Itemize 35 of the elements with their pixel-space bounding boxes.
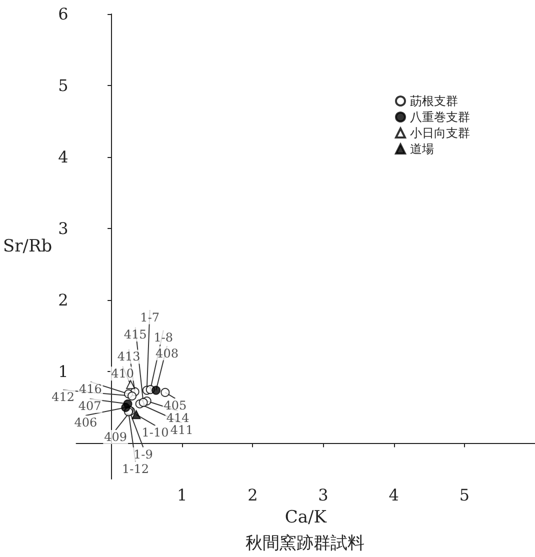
annotation: 416 xyxy=(79,382,102,396)
annotation: 1-10 xyxy=(142,426,169,440)
y-axis-title: Sr/Rb xyxy=(2,236,52,256)
annotation: 409 xyxy=(104,430,128,444)
legend-label: 莇根支群 xyxy=(410,94,458,108)
y-tick-label: 4 xyxy=(58,148,68,167)
annotation: 412 xyxy=(52,390,74,404)
annotation: 1-9 xyxy=(134,447,153,462)
annotation: 415 xyxy=(124,327,147,342)
annotation: 408 xyxy=(156,346,178,360)
y-tick-label: 6 xyxy=(58,4,68,24)
x-tick-label: 4 xyxy=(388,486,399,504)
x-tick-label: 2 xyxy=(248,486,258,504)
x-axis-title: Ca/K xyxy=(284,508,327,528)
x-tick-label: 1 xyxy=(177,486,188,504)
annotation: 1-12 xyxy=(122,462,149,476)
annotation: 413 xyxy=(117,350,140,364)
text: 秋間窯跡群試料 xyxy=(246,534,364,554)
annotation: 414 xyxy=(166,411,190,426)
y-tick-label: 3 xyxy=(58,219,68,238)
annotation: 405 xyxy=(164,398,187,412)
y-tick-label: 2 xyxy=(58,290,68,310)
annotation: 410 xyxy=(111,366,134,381)
annotation: 406 xyxy=(74,415,98,430)
x-tick-label: 3 xyxy=(318,486,328,504)
annotation: 1-8 xyxy=(154,330,174,345)
y-tick-label: 1 xyxy=(58,362,68,382)
annotation: 411 xyxy=(170,422,194,437)
legend-label: 小日向支群 xyxy=(410,126,470,140)
legend-label: 道場 xyxy=(410,142,434,156)
x-tick-label: 5 xyxy=(459,486,470,504)
annotation: 407 xyxy=(78,398,102,413)
y-tick-label: 5 xyxy=(58,76,68,96)
legend-label: 八重巻支群 xyxy=(410,110,470,124)
annotation: 1-7 xyxy=(140,310,160,324)
